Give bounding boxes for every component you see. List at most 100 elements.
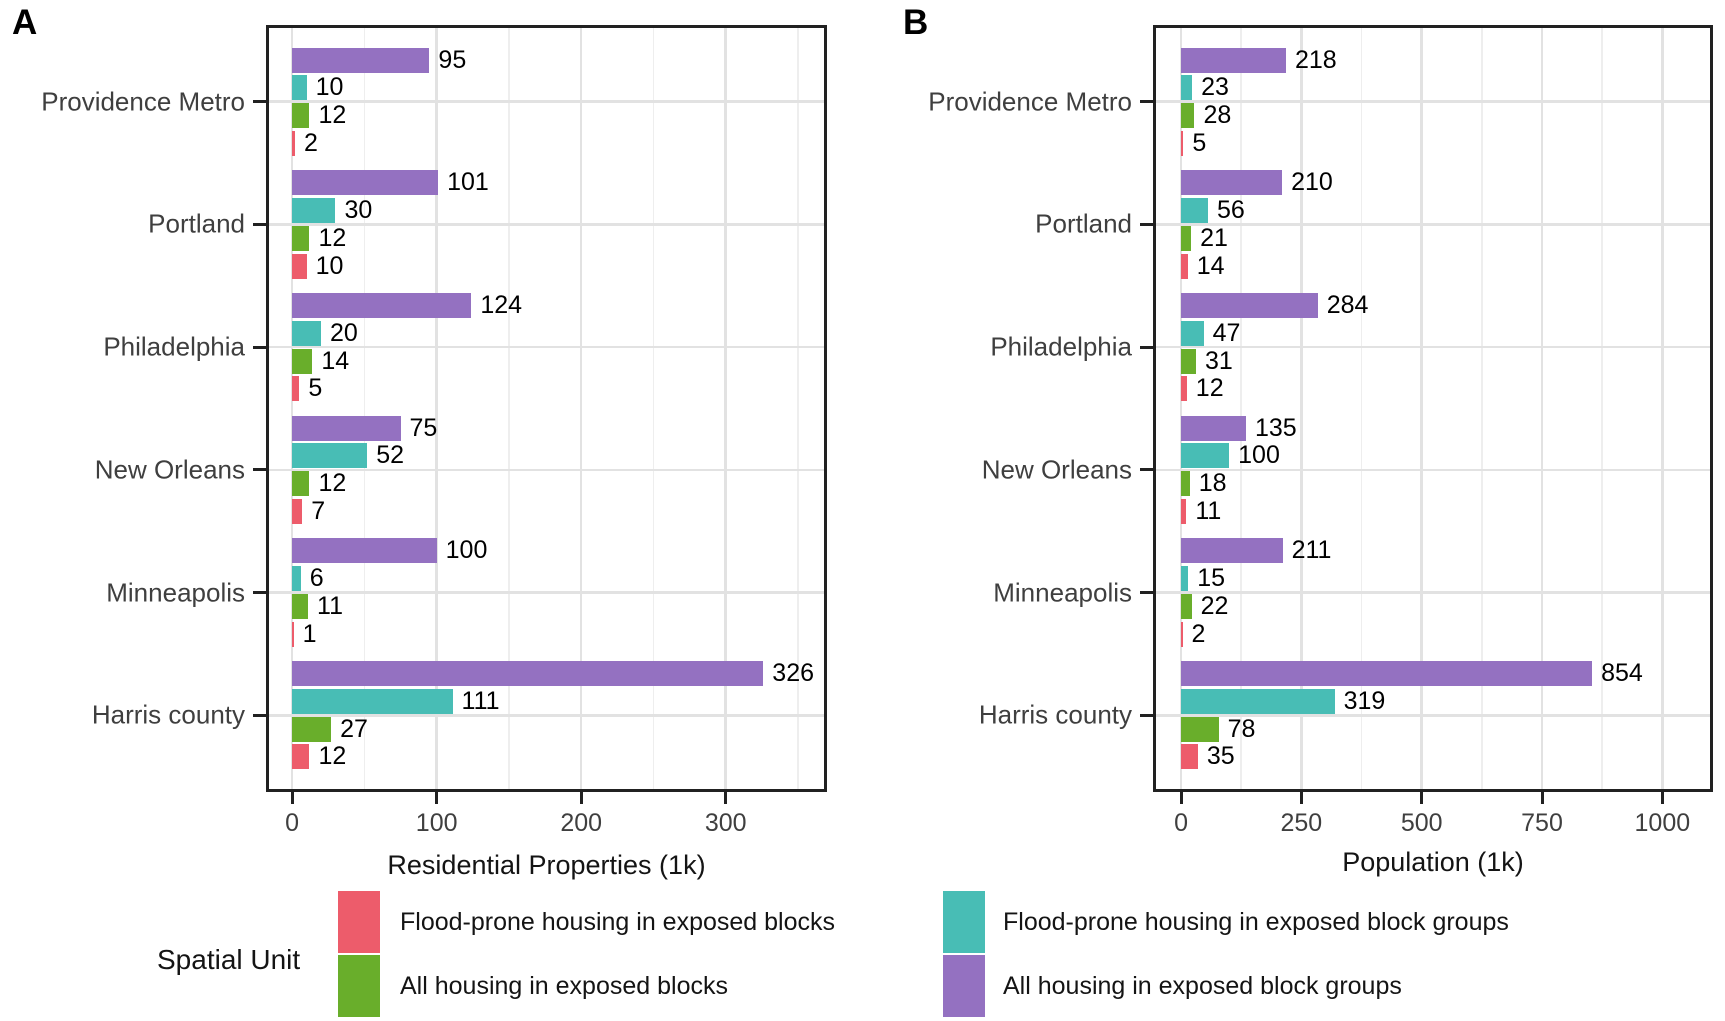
bar-value-label: 218	[1294, 45, 1337, 74]
category-label: New Orleans	[981, 454, 1132, 485]
panel-b-label: B	[903, 3, 929, 42]
bar	[292, 621, 294, 647]
bar	[292, 130, 296, 156]
legend-entry-label: All housing in exposed blocks	[400, 972, 728, 1000]
category-label: Harris county	[978, 699, 1132, 730]
major-gridline	[1156, 468, 1710, 472]
x-axis-tick	[290, 792, 294, 804]
bar-value-label: 56	[1216, 196, 1245, 224]
y-axis-tick	[1140, 345, 1153, 349]
legend-title: Spatial Unit	[157, 944, 301, 975]
major-gridline	[1300, 28, 1303, 789]
x-axis-tick-label: 750	[1521, 809, 1563, 837]
bar	[1181, 253, 1188, 279]
bar-value-label: 135	[1255, 413, 1297, 442]
bar	[1181, 471, 1190, 497]
minor-gridline	[797, 28, 799, 789]
bar	[292, 253, 307, 279]
bar-value-label: 7	[311, 496, 326, 525]
bar-value-label: 78	[1227, 714, 1256, 743]
x-axis-tick	[435, 792, 439, 804]
bar-value-label: 52	[376, 441, 405, 470]
major-gridline	[269, 468, 824, 472]
y-axis-tick	[1140, 222, 1153, 226]
bar	[1181, 198, 1208, 223]
bar-value-label: 28	[1203, 101, 1232, 130]
major-gridline	[1156, 100, 1710, 103]
major-gridline	[1661, 28, 1664, 789]
bar-value-label: 27	[340, 714, 368, 743]
x-axis-tick	[1420, 792, 1424, 804]
bar-value-label: 18	[1198, 469, 1227, 498]
bar-value-label: 30	[344, 196, 373, 224]
bar	[292, 538, 437, 564]
bar	[1181, 566, 1189, 592]
minor-gridline	[1601, 28, 1603, 789]
bar-value-label: 101	[447, 168, 489, 197]
bar	[1181, 225, 1192, 251]
major-gridline	[435, 28, 438, 789]
bar	[1181, 661, 1593, 687]
minor-gridline	[652, 28, 655, 789]
category-label: Minneapolis	[993, 577, 1132, 608]
bar-value-label: 326	[772, 659, 815, 688]
major-gridline	[1156, 591, 1710, 594]
legend-swatch-red	[338, 891, 380, 953]
bar-value-label: 95	[438, 45, 467, 74]
bar-value-label: 12	[318, 101, 347, 130]
x-axis-tick-label: 0	[1174, 809, 1188, 837]
bar-value-label: 12	[318, 223, 347, 252]
major-gridline	[1179, 28, 1183, 789]
y-axis-tick	[1140, 591, 1153, 595]
bar-value-label: 31	[1204, 346, 1233, 375]
bar	[1181, 688, 1335, 714]
x-axis-tick-label: 200	[560, 809, 603, 837]
major-gridline	[1540, 28, 1544, 789]
bar	[1181, 170, 1283, 196]
y-axis-tick	[253, 713, 266, 717]
bar-value-label: 12	[318, 742, 347, 771]
bar-value-label: 20	[330, 318, 358, 347]
bar	[1181, 293, 1318, 318]
bar	[1181, 443, 1230, 469]
category-label: Philadelphia	[103, 331, 245, 362]
legend-entry-label: All housing in exposed block groups	[1003, 972, 1402, 1000]
bar	[292, 498, 303, 524]
bar-value-label: 21	[1200, 223, 1228, 252]
minor-gridline	[1240, 28, 1242, 789]
bar	[1181, 498, 1187, 524]
minor-gridline	[1360, 28, 1363, 789]
bar	[1181, 130, 1184, 156]
y-axis-tick	[253, 222, 266, 226]
bar	[292, 376, 300, 402]
x-axis-tick	[724, 792, 728, 804]
y-axis-tick	[253, 468, 266, 472]
bar	[292, 320, 322, 346]
x-axis-tick	[1540, 792, 1544, 804]
legend-entry-label: Flood-prone housing in exposed block gro…	[1003, 908, 1509, 936]
minor-gridline	[1481, 28, 1483, 789]
category-label: New Orleans	[94, 454, 245, 485]
x-axis-tick-label: 250	[1280, 809, 1323, 837]
bar-value-label: 111	[461, 686, 500, 715]
bar	[292, 415, 401, 441]
major-gridline	[269, 345, 824, 349]
bar-value-label: 1	[302, 619, 317, 648]
major-gridline	[1156, 345, 1710, 349]
major-gridline	[1420, 28, 1423, 789]
bar	[292, 348, 313, 374]
bar	[292, 593, 309, 619]
major-gridline	[1156, 223, 1710, 226]
bar-value-label: 2	[1191, 619, 1206, 648]
x-axis-tick-label: 100	[415, 809, 458, 837]
x-axis-tick-label: 500	[1400, 809, 1443, 837]
bar-value-label: 11	[1195, 496, 1222, 525]
bar-value-label: 12	[1195, 374, 1224, 403]
major-gridline	[269, 223, 824, 226]
bar-value-label: 14	[321, 346, 350, 375]
bar	[1181, 593, 1192, 619]
x-axis-tick	[1660, 792, 1664, 804]
major-gridline	[1156, 714, 1710, 717]
legend-swatch-teal	[943, 891, 985, 953]
bar	[292, 75, 307, 101]
